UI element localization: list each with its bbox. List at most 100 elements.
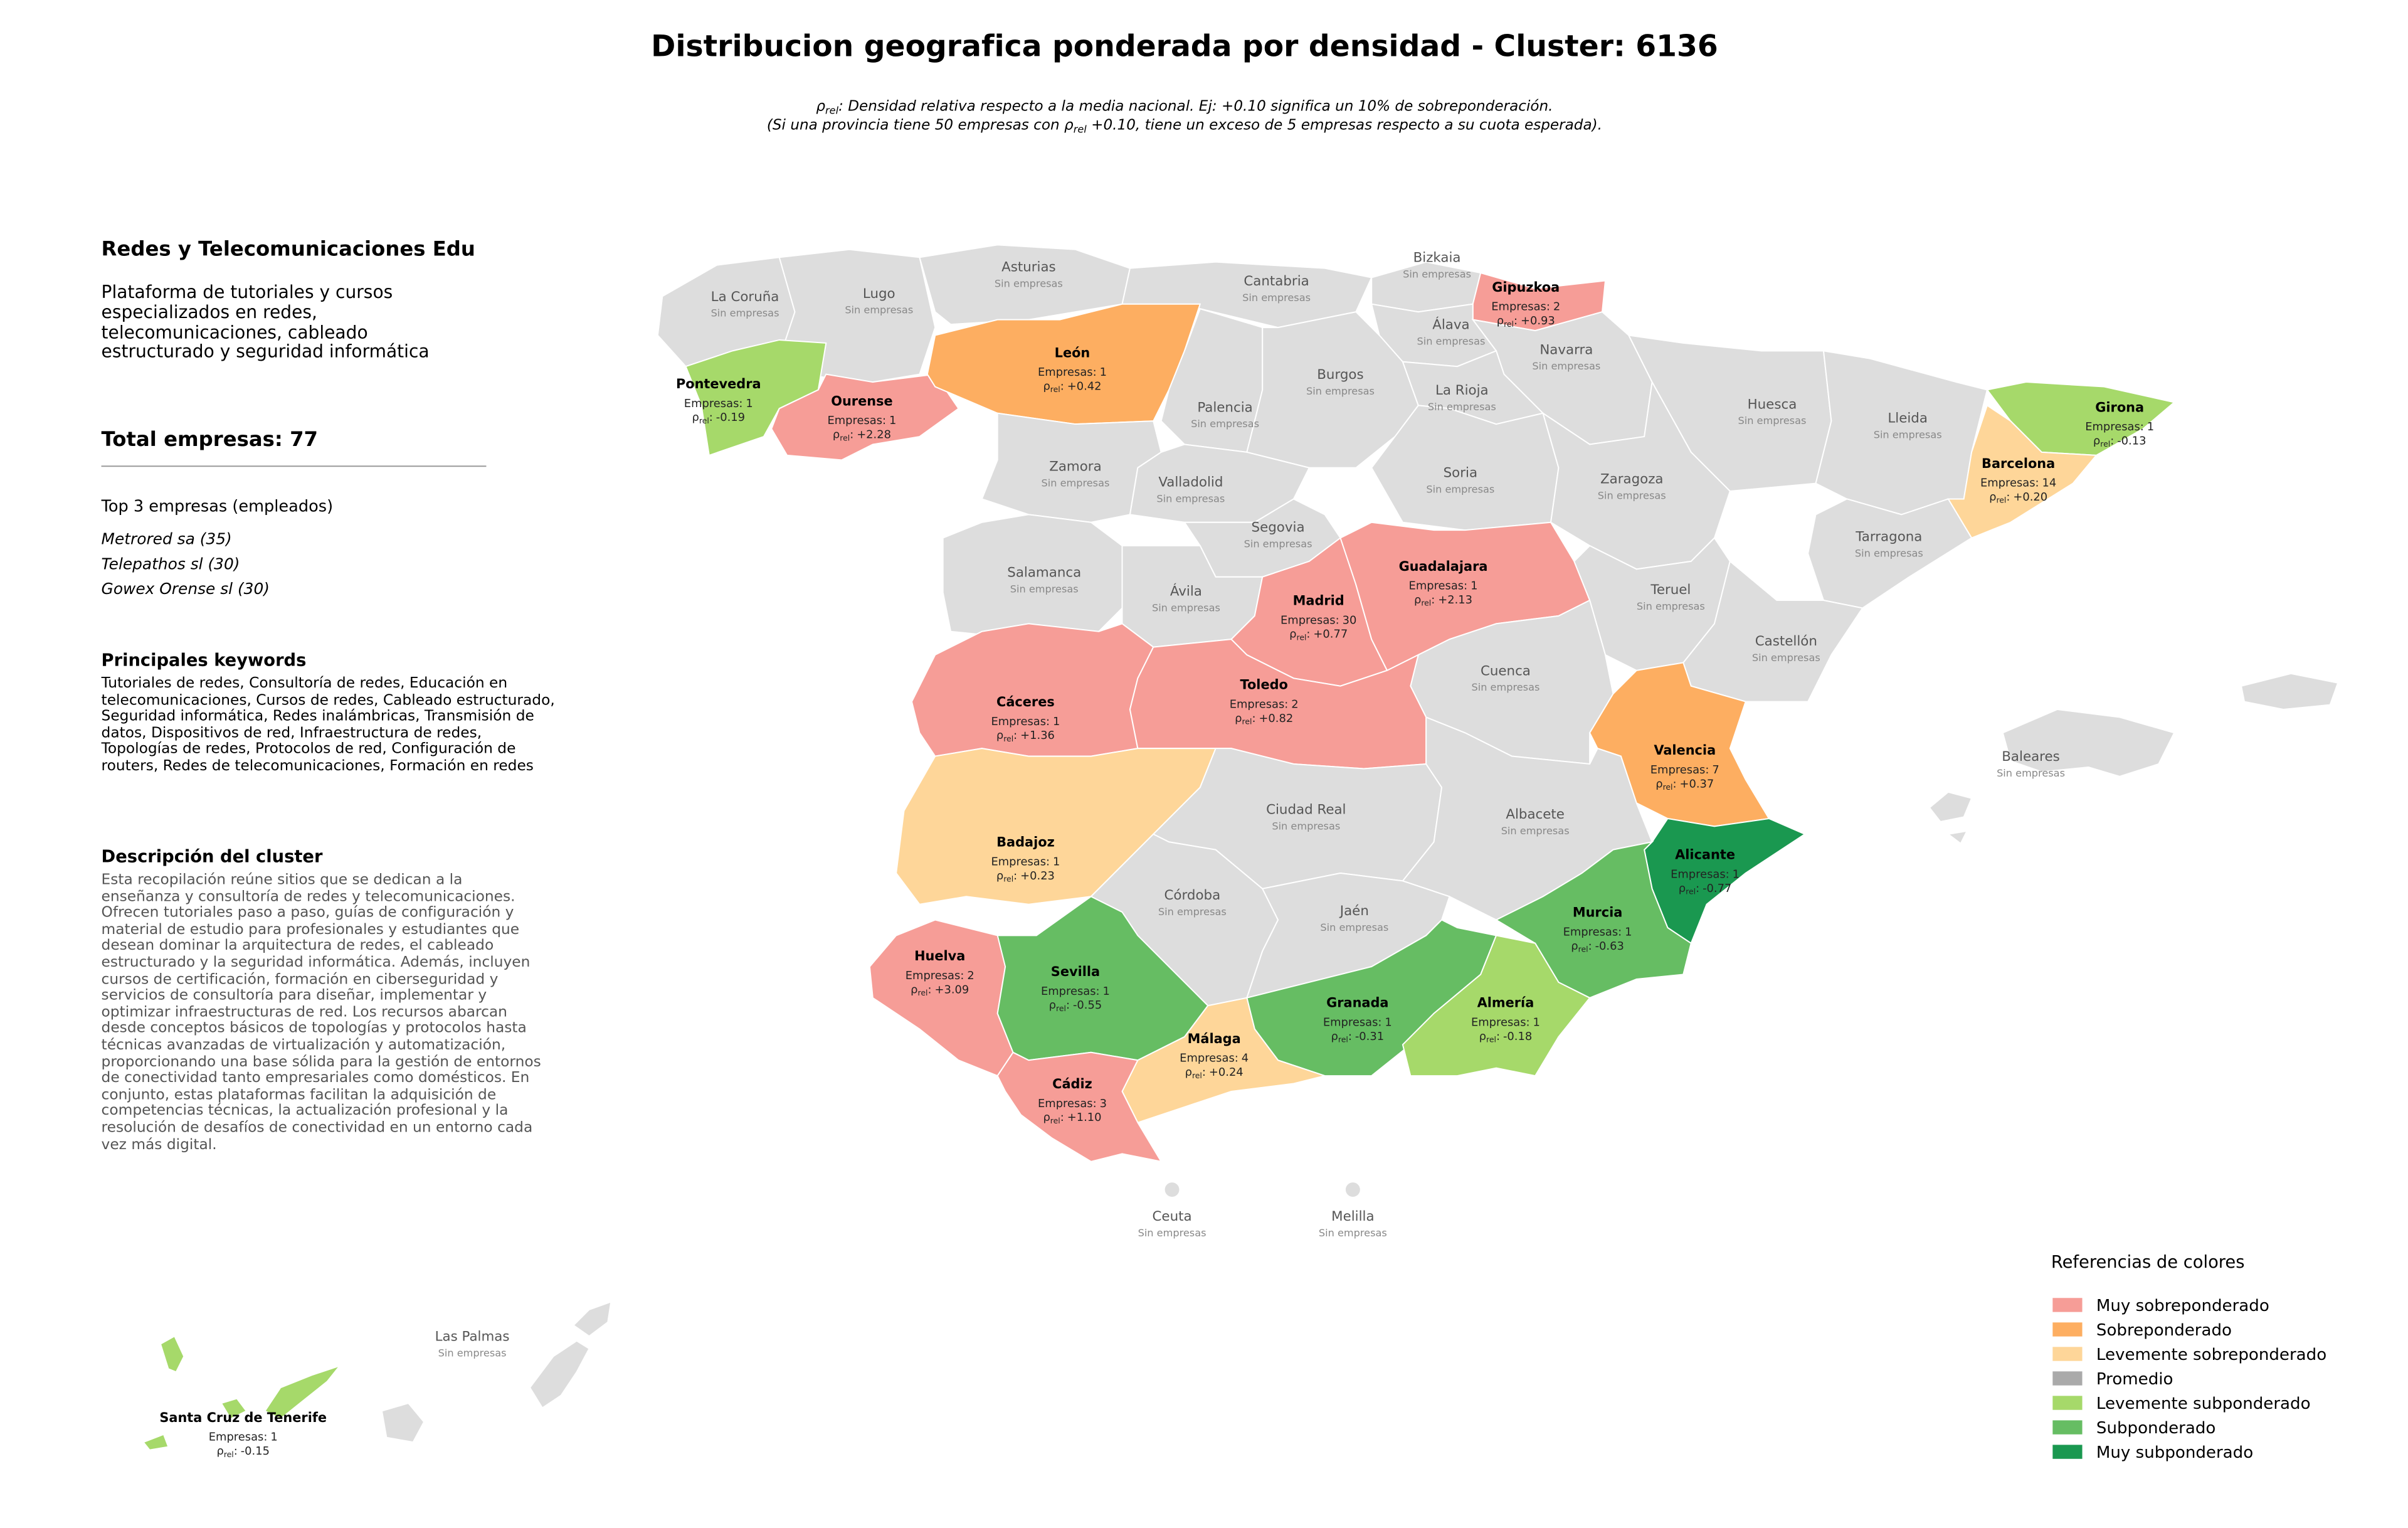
rho-symbol: ρ bbox=[216, 1445, 223, 1458]
legend-label: Levemente subponderado bbox=[2096, 1394, 2311, 1413]
companies-count: 30 bbox=[1343, 613, 1357, 627]
separator: : bbox=[1252, 712, 1255, 725]
companies-text: Empresas: bbox=[1671, 867, 1729, 881]
province-name: Ávila bbox=[1170, 583, 1202, 600]
province-shape bbox=[159, 1335, 185, 1373]
companies-count: 14 bbox=[2042, 477, 2057, 490]
province-name: Gipuzkoa bbox=[1492, 280, 1560, 295]
companies-text: Empresas: bbox=[991, 856, 1050, 869]
companies-text: Empresas: bbox=[1180, 1052, 1238, 1065]
legend-label: Promedio bbox=[2096, 1370, 2173, 1389]
province-name: Segovia bbox=[1252, 520, 1305, 536]
no-companies: Sin empresas bbox=[711, 307, 779, 319]
companies-count: 1 bbox=[270, 1431, 277, 1444]
rho-symbol: ρ bbox=[1656, 777, 1662, 790]
province-name: Castellón bbox=[1755, 634, 1817, 649]
legend-swatch bbox=[2052, 1396, 2083, 1410]
rho-value: +0.93 bbox=[1521, 314, 1555, 327]
province-name: Guadalajara bbox=[1399, 559, 1488, 574]
sidebar-head: Redes y Telecomunicaciones Edu Plataform… bbox=[102, 238, 475, 362]
companies-label: Empresas: 2 bbox=[906, 969, 974, 982]
province-shape bbox=[1402, 935, 1591, 1077]
companies-text: Empresas: bbox=[1650, 763, 1709, 777]
no-companies: Sin empresas bbox=[1010, 583, 1079, 595]
separator: : bbox=[850, 428, 853, 442]
province-name: Álava bbox=[1432, 317, 1469, 333]
companies-label: Empresas: 14 bbox=[1980, 477, 2056, 490]
companies-label: Empresas: 1 bbox=[991, 715, 1060, 728]
province-name: Salamanca bbox=[1007, 565, 1081, 581]
province-name: Córdoba bbox=[1164, 888, 1221, 903]
companies-label: Empresas: 2 bbox=[1230, 698, 1299, 711]
no-companies: Sin empresas bbox=[438, 1347, 507, 1359]
separator: : bbox=[1060, 379, 1064, 393]
cluster-heading: Descripción del cluster bbox=[101, 846, 323, 867]
province-shape bbox=[771, 373, 959, 461]
companies-label: Empresas: 1 bbox=[209, 1431, 278, 1444]
province-name: Las Palmas bbox=[435, 1329, 510, 1345]
separator: : bbox=[1013, 729, 1017, 742]
rho-value: +1.10 bbox=[1067, 1111, 1102, 1124]
province-name: Cuenca bbox=[1481, 663, 1531, 679]
province-name: Melilla bbox=[1331, 1209, 1374, 1224]
rho-subscript: rel bbox=[1192, 1071, 1202, 1080]
no-companies: Sin empresas bbox=[1152, 602, 1220, 613]
rho-value: +0.42 bbox=[1067, 379, 1102, 393]
province-shape bbox=[2240, 672, 2339, 711]
province-name: Almería bbox=[1477, 995, 1534, 1011]
no-companies: Sin empresas bbox=[1158, 906, 1227, 918]
province-name: Barcelona bbox=[1982, 456, 2055, 471]
companies-count: 2 bbox=[967, 969, 974, 982]
province-name: Teruel bbox=[1650, 582, 1691, 598]
total-box: Total empresas: 77 bbox=[102, 429, 319, 452]
rho-symbol: ρ bbox=[911, 983, 917, 996]
no-companies: Sin empresas bbox=[1532, 360, 1600, 372]
province-shape bbox=[381, 1402, 425, 1443]
rho-label: ρrel: +2.13 bbox=[1414, 593, 1472, 608]
cluster-box: Descripción del cluster Esta recopilació… bbox=[101, 846, 541, 1153]
province-name: Cantabria bbox=[1244, 273, 1309, 289]
rho-label: ρrel: -0.13 bbox=[2093, 434, 2147, 448]
companies-label: Empresas: 1 bbox=[1038, 366, 1107, 379]
rho-subscript: rel bbox=[224, 1450, 234, 1459]
rho-value: +0.24 bbox=[1209, 1066, 1244, 1079]
separator: : bbox=[927, 983, 931, 996]
province-name: Cáceres bbox=[996, 694, 1055, 709]
no-companies: Sin empresas bbox=[1320, 921, 1388, 933]
rho-symbol: ρ bbox=[816, 98, 825, 115]
province-shape bbox=[1807, 498, 1973, 609]
separator: : bbox=[234, 1445, 238, 1458]
separator: : bbox=[1514, 314, 1518, 327]
province-shape bbox=[1163, 1181, 1181, 1198]
province-shape bbox=[220, 1398, 248, 1420]
companies-count: 1 bbox=[1053, 715, 1060, 728]
no-companies: Sin empresas bbox=[1319, 1227, 1387, 1239]
rho-subscript: rel bbox=[840, 433, 850, 442]
companies-count: 1 bbox=[1100, 366, 1107, 379]
companies-text: Empresas: bbox=[1230, 698, 1289, 711]
rho-symbol: ρ bbox=[692, 411, 699, 424]
province-name: Valencia bbox=[1654, 743, 1716, 758]
province-name: Madrid bbox=[1293, 593, 1344, 608]
no-companies: Sin empresas bbox=[1403, 268, 1471, 280]
rho-value: +2.13 bbox=[1438, 593, 1472, 607]
no-companies: Sin empresas bbox=[1156, 492, 1225, 504]
province-name: Pontevedra bbox=[676, 376, 761, 391]
legend-swatch bbox=[2052, 1420, 2083, 1435]
no-companies: Sin empresas bbox=[1426, 484, 1494, 496]
province-labels: La Coruña Sin empresas Lugo Sin empresas Pon… bbox=[159, 250, 2154, 1459]
companies-count: 1 bbox=[889, 414, 896, 427]
province-name: Ourense bbox=[831, 393, 892, 408]
companies-text: Empresas: bbox=[1323, 1016, 1382, 1029]
province-name: La Rioja bbox=[1435, 383, 1489, 398]
companies-label: Empresas: 4 bbox=[1180, 1052, 1249, 1065]
province-shape bbox=[1946, 830, 1968, 845]
province-shape bbox=[996, 1051, 1163, 1163]
companies-count: 1 bbox=[1103, 985, 1110, 998]
province-name: Bizkaia bbox=[1413, 250, 1461, 266]
rho-subscript: rel bbox=[1074, 123, 1087, 135]
separator: : bbox=[1673, 777, 1677, 790]
rho-label: ρrel: -0.15 bbox=[216, 1445, 270, 1459]
province-shape bbox=[1928, 791, 1973, 823]
companies-text: Empresas: bbox=[209, 1431, 268, 1444]
